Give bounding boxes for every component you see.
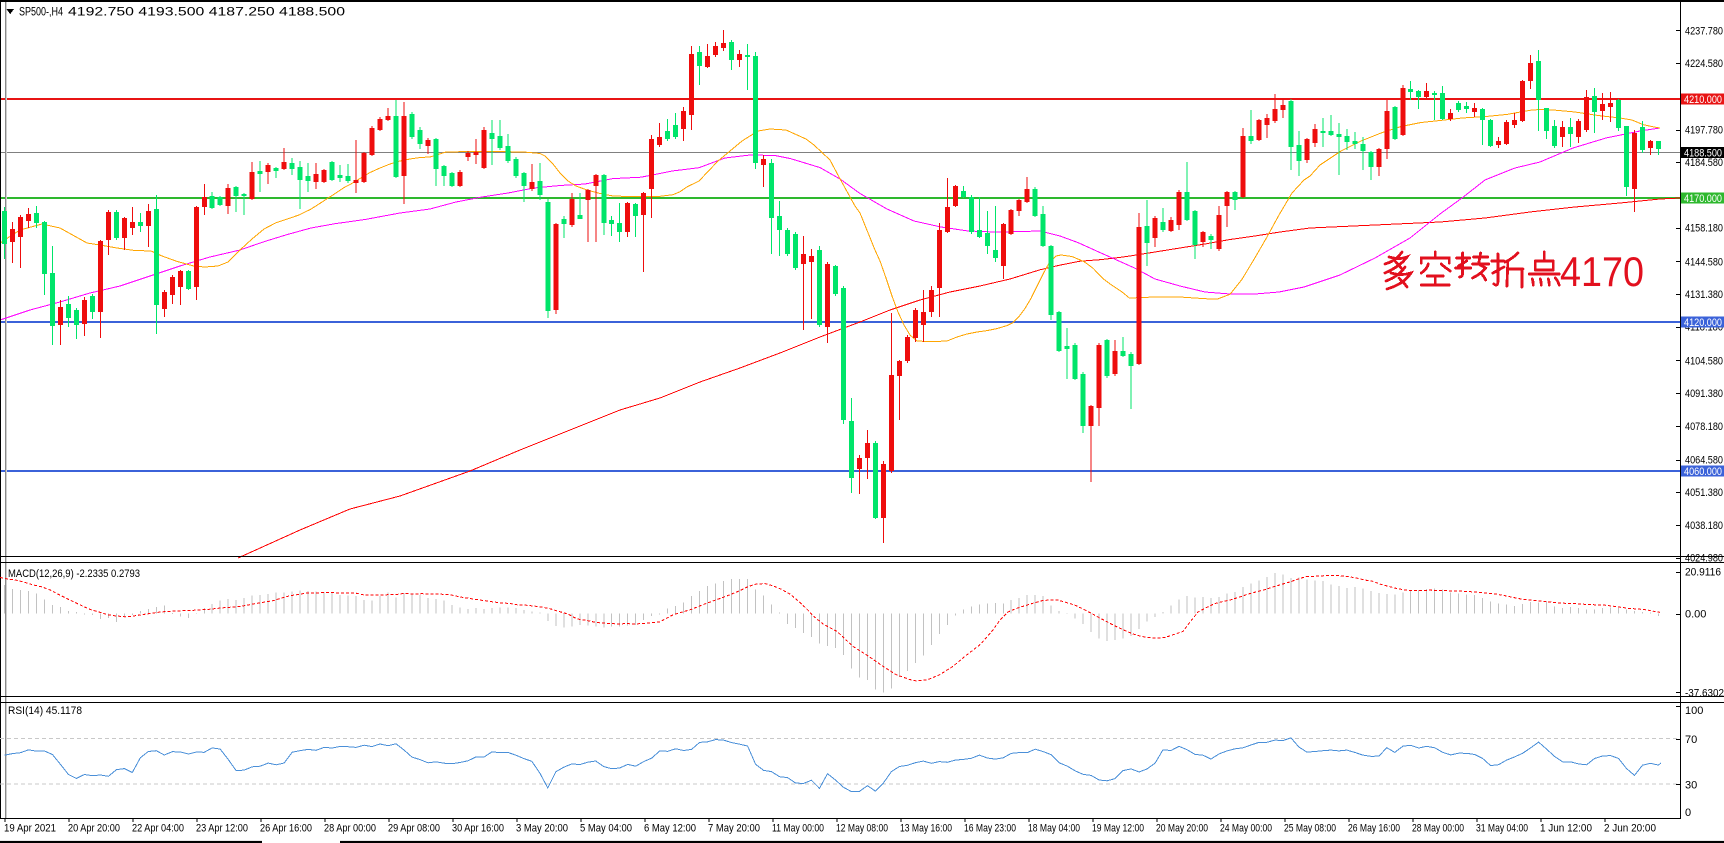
svg-text:4188.500: 4188.500 xyxy=(1684,148,1722,160)
svg-text:4170: 4170 xyxy=(1560,248,1644,295)
svg-text:4224.580: 4224.580 xyxy=(1685,58,1723,70)
svg-text:4060.000: 4060.000 xyxy=(1684,466,1722,478)
svg-text:25 May 08:00: 25 May 08:00 xyxy=(1284,823,1336,835)
svg-text:7 May 20:00: 7 May 20:00 xyxy=(708,823,760,835)
svg-text:18 May 04:00: 18 May 04:00 xyxy=(1028,823,1080,835)
svg-text:4078.180: 4078.180 xyxy=(1685,421,1723,433)
svg-text:4120.000: 4120.000 xyxy=(1684,317,1722,329)
svg-text:22 Apr 04:00: 22 Apr 04:00 xyxy=(132,823,184,835)
svg-text:30: 30 xyxy=(1685,780,1697,792)
svg-text:4051.380: 4051.380 xyxy=(1685,487,1723,499)
svg-text:19 Apr 2021: 19 Apr 2021 xyxy=(4,823,56,835)
svg-text:28 Apr 00:00: 28 Apr 00:00 xyxy=(324,823,376,835)
svg-text:4192.750 4193.500 4187.250 418: 4192.750 4193.500 4187.250 4188.500 xyxy=(68,5,345,19)
svg-text:6 May 12:00: 6 May 12:00 xyxy=(644,823,696,835)
svg-text:4184.580: 4184.580 xyxy=(1685,157,1723,169)
svg-text:29 Apr 08:00: 29 Apr 08:00 xyxy=(388,823,440,835)
svg-text:4131.380: 4131.380 xyxy=(1685,289,1723,301)
svg-text:5 May 04:00: 5 May 04:00 xyxy=(580,823,632,835)
svg-text:4024.980: 4024.980 xyxy=(1685,553,1723,565)
svg-text:20 Apr 20:00: 20 Apr 20:00 xyxy=(68,823,120,835)
svg-text:SP500-,H4: SP500-,H4 xyxy=(19,5,63,19)
svg-text:100: 100 xyxy=(1685,705,1703,717)
svg-text:4038.180: 4038.180 xyxy=(1685,520,1723,532)
svg-text:4197.780: 4197.780 xyxy=(1685,125,1723,137)
svg-text:2 Jun 20:00: 2 Jun 20:00 xyxy=(1604,823,1656,835)
svg-text:30 Apr 16:00: 30 Apr 16:00 xyxy=(452,823,504,835)
svg-text:31 May 04:00: 31 May 04:00 xyxy=(1476,823,1528,835)
svg-text:26 Apr 16:00: 26 Apr 16:00 xyxy=(260,823,312,835)
svg-text:MACD(12,26,9) -2.2335 0.2793: MACD(12,26,9) -2.2335 0.2793 xyxy=(8,568,140,580)
svg-text:12 May 08:00: 12 May 08:00 xyxy=(836,823,888,835)
svg-text:23 Apr 12:00: 23 Apr 12:00 xyxy=(196,823,248,835)
svg-text:4210.000: 4210.000 xyxy=(1684,94,1722,106)
svg-text:20 May 20:00: 20 May 20:00 xyxy=(1156,823,1208,835)
svg-text:11 May 00:00: 11 May 00:00 xyxy=(772,823,824,835)
svg-text:13 May 16:00: 13 May 16:00 xyxy=(900,823,952,835)
svg-text:28 May 00:00: 28 May 00:00 xyxy=(1412,823,1464,835)
svg-text:0: 0 xyxy=(1685,807,1691,819)
svg-text:-37.6302: -37.6302 xyxy=(1685,688,1724,700)
svg-text:20.9116: 20.9116 xyxy=(1685,567,1721,579)
svg-text:1 Jun 12:00: 1 Jun 12:00 xyxy=(1540,823,1592,835)
svg-text:24 May 00:00: 24 May 00:00 xyxy=(1220,823,1272,835)
svg-text:4091.380: 4091.380 xyxy=(1685,388,1723,400)
svg-text:RSI(14) 45.1178: RSI(14) 45.1178 xyxy=(8,705,82,717)
svg-text:4064.580: 4064.580 xyxy=(1685,455,1723,467)
svg-text:0.00: 0.00 xyxy=(1685,609,1706,621)
svg-text:16 May 23:00: 16 May 23:00 xyxy=(964,823,1016,835)
svg-text:4158.180: 4158.180 xyxy=(1685,223,1723,235)
svg-text:70: 70 xyxy=(1685,734,1697,746)
svg-text:26 May 16:00: 26 May 16:00 xyxy=(1348,823,1400,835)
svg-text:4144.580: 4144.580 xyxy=(1685,256,1723,268)
svg-text:4237.780: 4237.780 xyxy=(1685,25,1723,37)
svg-text:4104.580: 4104.580 xyxy=(1685,355,1723,367)
svg-text:3 May 20:00: 3 May 20:00 xyxy=(516,823,568,835)
svg-text:4170.000: 4170.000 xyxy=(1684,193,1722,205)
svg-text:19 May 12:00: 19 May 12:00 xyxy=(1092,823,1144,835)
